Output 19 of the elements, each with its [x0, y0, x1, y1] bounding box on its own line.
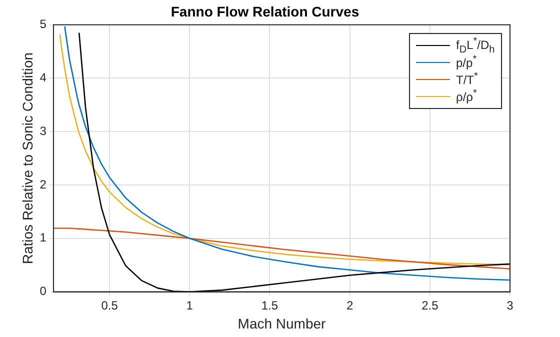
chart-title: Fanno Flow Relation Curves: [170, 3, 360, 20]
y-tick-label: 4: [40, 70, 47, 85]
x-tick-label: 0.5: [101, 298, 118, 312]
y-tick-label: 1: [40, 230, 47, 245]
x-tick-label: 1: [186, 298, 194, 312]
x-tick-label: 2.5: [422, 298, 439, 312]
y-tick-label: 0: [40, 284, 47, 298]
x-axis-title: Mach Number: [238, 315, 326, 332]
legend-label: ρ/ρ$^{*}$: [456, 88, 477, 104]
legend-label: p/p$^{*}$: [456, 54, 477, 70]
x-tick-label: 1.5: [261, 298, 278, 312]
y-tick-label: 5: [40, 17, 47, 32]
y-tick-label: 2: [40, 177, 47, 192]
y-tick-label: 3: [40, 124, 47, 138]
legend-label: f$_{D}$L$^{*}$/D$_{h}$: [456, 36, 495, 55]
x-tick-label: 3: [506, 298, 514, 312]
legend-label: T/T$^{*}$: [456, 71, 478, 88]
y-axis-title: Ratios Relative to Sonic Condition: [19, 52, 36, 264]
x-tick-label: 2: [346, 298, 354, 312]
